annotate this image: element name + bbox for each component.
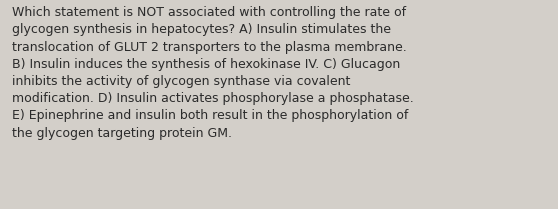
Text: Which statement is NOT associated with controlling the rate of
glycogen synthesi: Which statement is NOT associated with c… — [12, 6, 414, 140]
